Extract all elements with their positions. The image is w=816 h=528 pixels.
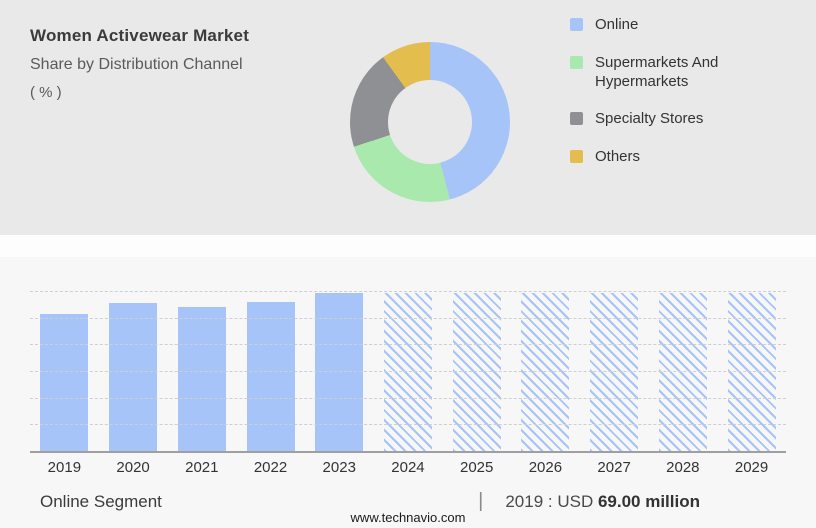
footer-separator: | [478, 490, 484, 512]
stat-prefix: 2019 : USD [505, 491, 598, 511]
stat-value: 69.00 million [597, 491, 700, 511]
gridline [30, 424, 786, 426]
x-axis-label: 2026 [528, 459, 563, 476]
legend-swatch [570, 150, 583, 163]
x-axis-label: 2024 [391, 459, 425, 476]
donut-hole [388, 80, 472, 164]
x-axis-label: 2021 [185, 459, 219, 476]
legend-item: Specialty Stores [570, 110, 765, 129]
title-block: Women Activewear Market Share by Distrib… [30, 26, 330, 101]
x-axis-label: 2019 [47, 459, 82, 476]
bar-chart-section [0, 257, 816, 453]
x-axis-labels: 2019 2020 2021 2022 2023 2024 2025 2026 2027 2028… [0, 453, 816, 476]
gridline [30, 397, 786, 399]
stat-text: 2019 : USD 69.00 million [505, 492, 700, 512]
x-axis-label: 2025 [459, 459, 494, 476]
legend-item: Others [570, 148, 765, 167]
footer-row: Online Segment | 2019 : USD 69.00 millio… [0, 476, 816, 513]
donut-section: Women Activewear Market Share by Distrib… [0, 0, 816, 235]
gridline [30, 371, 786, 372]
website-url: www.technavio.com [350, 510, 466, 525]
donut-chart [350, 42, 510, 202]
bar-plot [30, 291, 786, 453]
x-axis-label: 2020 [116, 459, 150, 476]
historical-bar [109, 302, 158, 451]
gridline [30, 317, 786, 319]
legend-item: Online [570, 16, 765, 35]
legend-label: Supermarkets And Hypermarkets [595, 53, 719, 90]
x-axis-label: 2023 [322, 459, 356, 476]
legend-label: Others [595, 148, 641, 165]
donut-chart-wrap [350, 42, 510, 202]
section-divider [0, 235, 816, 257]
historical-bar [40, 313, 89, 451]
legend-label: Online [595, 16, 639, 33]
legend-label: Specialty Stores [595, 110, 704, 128]
x-axis-label: 2028 [666, 459, 700, 476]
x-axis-label: 2027 [597, 459, 631, 476]
gridline [30, 291, 786, 292]
gridline [30, 344, 786, 346]
page-title: Women Activewear Market [30, 26, 250, 45]
segment-label: Online Segment [40, 491, 162, 511]
legend-swatch [570, 112, 583, 126]
unit-label: ( % ) [30, 84, 62, 101]
x-axis-label: 2029 [734, 459, 769, 476]
legend-swatch [570, 55, 583, 69]
legend-swatch [570, 18, 583, 31]
legend-item: Supermarkets And Hypermarkets [570, 54, 765, 92]
donut-legend: Online Supermarkets And Hypermarkets Speci… [570, 16, 765, 167]
historical-bar [177, 306, 226, 451]
x-axis-label: 2022 [253, 459, 288, 476]
historical-bar [246, 301, 295, 451]
page-subtitle: Share by Distribution Channel [30, 56, 243, 73]
